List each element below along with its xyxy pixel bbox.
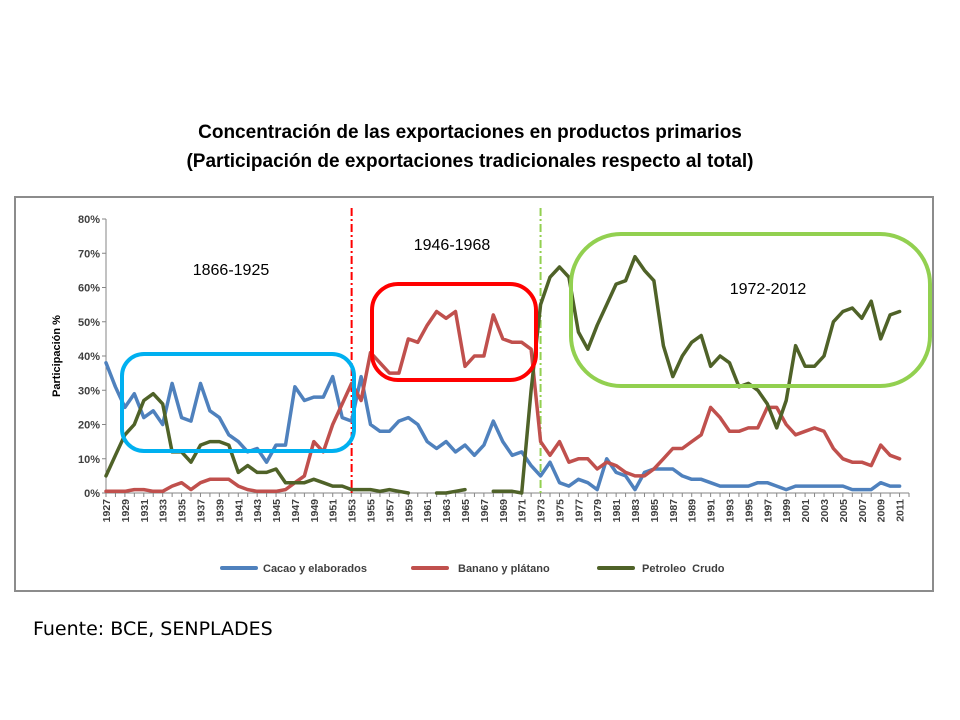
y-tick-label: 10% [78,454,100,466]
series-line-2 [434,487,467,495]
x-tick-label: 1955 [366,499,378,523]
chart-title: Concentración de las exportaciones en pr… [60,118,880,176]
x-tick-label: 1995 [743,499,755,523]
source-note: Fuente: BCE, SENPLADES [33,618,273,640]
legend-label-1: Banano y plátano [458,563,550,575]
period-label-1: 1866-1925 [193,262,270,279]
x-tick-label: 1989 [687,499,699,523]
x-tick-label: 1997 [762,499,774,523]
x-tick-label: 1949 [309,499,321,523]
period-label-3: 1972-2012 [730,281,807,298]
x-tick-label: 1961 [422,499,434,523]
x-tick-label: 1969 [498,499,510,523]
x-tick-label: 2011 [895,499,907,522]
x-tick-label: 2009 [876,499,888,523]
x-tick-label: 1929 [120,499,132,523]
x-tick-label: 1947 [290,499,302,523]
x-tick-label: 1971 [517,499,529,523]
x-tick-label: 1957 [384,499,396,523]
x-tick-label: 2007 [857,499,869,523]
line-chart: 0% 10% 20% 30% 40% 50% 60% 70% 80% 1927 1929 1931 19… [51,208,932,575]
x-tick-label: 1927 [101,499,113,523]
x-tick-label: 1993 [725,499,737,523]
x-tick-label: 1975 [554,499,566,523]
y-tick-label: 0% [84,488,100,500]
period-box-1 [120,352,356,453]
series-line-0 [104,361,902,492]
legend-label-0: Cacao y elaborados [263,563,367,575]
x-tick-label: 2001 [800,499,812,523]
x-tick-label: 1945 [271,499,283,523]
period-label-2: 1946-1968 [414,237,491,254]
x-tick-label: 1999 [781,499,793,523]
y-tick-label: 50% [78,317,100,329]
chart-frame: 0% 10% 20% 30% 40% 50% 60% 70% 80% 1927 1929 1931 19… [14,196,934,592]
x-tick-label: 2003 [819,499,831,523]
x-tick-label: 1973 [536,499,548,523]
x-tick-label: 1935 [177,499,189,523]
x-tick-label: 1951 [328,499,340,523]
x-tick-label: 1953 [347,499,359,523]
x-tick-label: 1941 [233,499,245,523]
x-tick-label: 1965 [460,499,472,523]
x-tick-label: 1981 [611,499,623,523]
x-tick-label: 1931 [139,499,151,523]
x-tick-label: 1943 [252,499,264,523]
x-tick-label: 1985 [649,499,661,523]
y-tick-label: 60% [78,283,100,295]
x-tick-label: 2005 [838,499,850,523]
series-line-2 [491,254,902,495]
y-tick-label: 20% [78,420,100,432]
x-tick-label: 1977 [573,499,585,523]
y-tick-label: 40% [78,351,100,363]
legend-label-2: Petroleo Crudo [642,563,725,575]
period-box-2 [370,282,538,382]
x-tick-label: 1937 [195,499,207,523]
chart-title-line2: (Participación de exportaciones tradicio… [186,151,754,172]
period-box-3 [569,232,932,388]
x-tick-label: 1967 [479,499,491,523]
series-line-1 [104,309,902,494]
chart-title-line1: Concentración de las exportaciones en pr… [198,122,742,143]
x-tick-label: 1963 [441,499,453,523]
y-tick-label: 70% [78,248,100,260]
x-tick-label: 1991 [706,499,718,523]
y-tick-label: 30% [78,385,100,397]
x-tick-label: 1933 [158,499,170,523]
x-tick-label: 1959 [403,499,415,523]
y-axis-title: Participación % [51,315,63,397]
x-tick-label: 1939 [214,499,226,523]
x-tick-label: 1987 [668,499,680,523]
y-tick-label: 80% [78,214,100,226]
x-tick-label: 1983 [630,499,642,523]
series-line-2 [104,391,411,495]
x-tick-label: 1979 [592,499,604,523]
